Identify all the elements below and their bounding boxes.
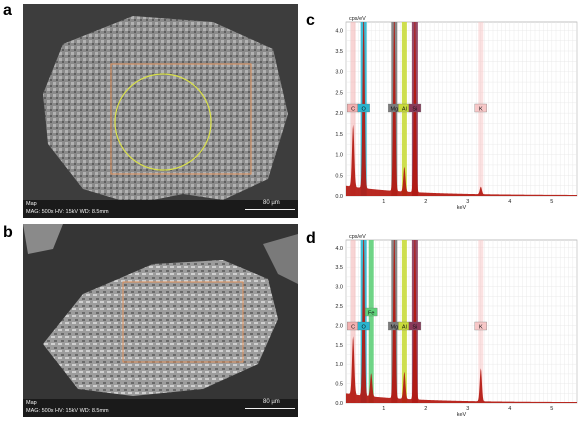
element-band-c	[350, 240, 356, 403]
element-label-text: O	[361, 324, 366, 330]
x-tick-label: 5	[550, 199, 553, 205]
y-tick-label: 2.0	[335, 323, 343, 329]
element-label-text: C	[351, 324, 355, 330]
map-region-b	[122, 281, 244, 363]
element-label-text: C	[351, 106, 355, 112]
y-tick-label: 2.5	[335, 304, 343, 310]
y-axis-label: cps/eV	[349, 234, 366, 240]
panel-label-d: d	[306, 230, 316, 247]
y-tick-label: 0.5	[335, 173, 343, 179]
x-axis-label: keV	[457, 412, 467, 418]
y-tick-label: 1.0	[335, 153, 343, 159]
panel-label-a: a	[3, 2, 12, 19]
element-label-si: Si	[408, 103, 422, 112]
y-tick-label: 1.0	[335, 362, 343, 368]
scale-bar-a	[245, 209, 295, 210]
sem-mode-a: Map	[26, 201, 37, 207]
y-tick-label: 3.0	[335, 70, 343, 76]
sem-micrograph-b	[23, 224, 298, 417]
y-tick-label: 4.0	[335, 246, 343, 252]
element-label-al: Al	[398, 103, 411, 112]
element-band-k	[478, 240, 484, 403]
plot-area-d	[345, 239, 578, 404]
map-region-a	[110, 63, 252, 175]
element-label-text: Si	[412, 106, 417, 112]
x-tick-label: 1	[382, 199, 385, 205]
x-tick-label: 4	[508, 406, 511, 412]
element-label-text: Si	[412, 324, 417, 330]
sem-info-bar-a: Map MAG: 500x HV: 15kV WD: 8.5mm 80 µm	[23, 200, 298, 218]
sem-params-a: MAG: 500x HV: 15kV WD: 8.5mm	[26, 209, 109, 215]
debris-b2	[263, 234, 298, 284]
y-tick-label: 0.0	[335, 401, 343, 407]
plot-area-c	[345, 21, 578, 197]
scale-bar-label-b: 80 µm	[263, 399, 280, 405]
element-label-text: Al	[402, 106, 407, 112]
element-label-text: K	[479, 324, 483, 330]
y-tick-label: 2.5	[335, 90, 343, 96]
sem-micrograph-a	[23, 4, 298, 218]
x-tick-label: 5	[550, 406, 553, 412]
y-tick-label: 2.0	[335, 111, 343, 117]
element-label-si: Si	[408, 321, 422, 330]
y-axis-label: cps/eV	[349, 16, 366, 22]
element-label-text: Mg	[390, 106, 398, 112]
debris-b1	[23, 224, 63, 254]
element-label-text: Fe	[368, 310, 374, 316]
panel-label-b: b	[3, 224, 13, 241]
element-label-text: Al	[402, 324, 407, 330]
sem-image-b: Map MAG: 500x HV: 15kV WD: 8.5mm 80 µm	[23, 224, 298, 417]
x-tick-label: 1	[382, 406, 385, 412]
sem-params-b: MAG: 500x HV: 15kV WD: 8.5mm	[26, 408, 109, 414]
y-tick-label: 0.0	[335, 194, 343, 200]
y-tick-label: 3.5	[335, 49, 343, 55]
element-band-fe	[368, 240, 374, 403]
sem-info-bar-b: Map MAG: 500x HV: 15kV WD: 8.5mm 80 µm	[23, 399, 298, 417]
element-band-al	[401, 240, 407, 403]
particle-a	[43, 16, 288, 204]
x-axis-label: keV	[457, 205, 467, 211]
y-tick-label: 4.0	[335, 28, 343, 34]
y-tick-label: 1.5	[335, 343, 343, 349]
element-label-c: C	[346, 103, 360, 112]
element-label-al: Al	[398, 321, 411, 330]
eds-spectrum-d: C Fe O Mg Al Si K 0.0 0.5 1.0 1.5 2.0 2.5 3.0 3.5 4.0 1 2…	[322, 230, 579, 419]
x-tick-label: 2	[424, 406, 427, 412]
x-tick-label: 4	[508, 199, 511, 205]
element-label-fe: Fe	[365, 307, 378, 316]
eds-chart-d: C Fe O Mg Al Si K 0.0 0.5 1.0 1.5 2.0 2.5 3.0 3.5 4.0 1 2…	[335, 234, 578, 418]
x-tick-label: 3	[466, 406, 469, 412]
element-label-text: K	[479, 106, 483, 112]
x-tick-label: 3	[466, 199, 469, 205]
element-label-text: Mg	[390, 324, 398, 330]
analysis-circle-a	[114, 73, 212, 171]
sem-image-a: Map MAG: 500x HV: 15kV WD: 8.5mm 80 µm	[23, 4, 298, 218]
x-tick-label: 2	[424, 199, 427, 205]
element-label-o: O	[357, 321, 370, 330]
element-label-c: C	[346, 321, 360, 330]
scale-bar-label-a: 80 µm	[263, 200, 280, 206]
y-tick-label: 3.5	[335, 265, 343, 271]
element-label-k: K	[474, 321, 487, 330]
eds-spectrum-c: C O Mg Al Si K 0.0 0.5 1.0 1.5 2.0 2.5 3.0 3.5 4.0 1 2 3 4…	[322, 12, 579, 212]
y-tick-label: 1.5	[335, 132, 343, 138]
scale-bar-b	[245, 408, 295, 409]
eds-chart-c: C O Mg Al Si K 0.0 0.5 1.0 1.5 2.0 2.5 3.0 3.5 4.0 1 2 3 4…	[335, 16, 578, 211]
element-label-text: O	[361, 106, 366, 112]
y-tick-label: 0.5	[335, 382, 343, 388]
panel-label-c: c	[306, 12, 315, 29]
element-label-k: K	[474, 103, 487, 112]
element-label-o: O	[357, 103, 370, 112]
sem-mode-b: Map	[26, 400, 37, 406]
y-tick-label: 3.0	[335, 285, 343, 291]
